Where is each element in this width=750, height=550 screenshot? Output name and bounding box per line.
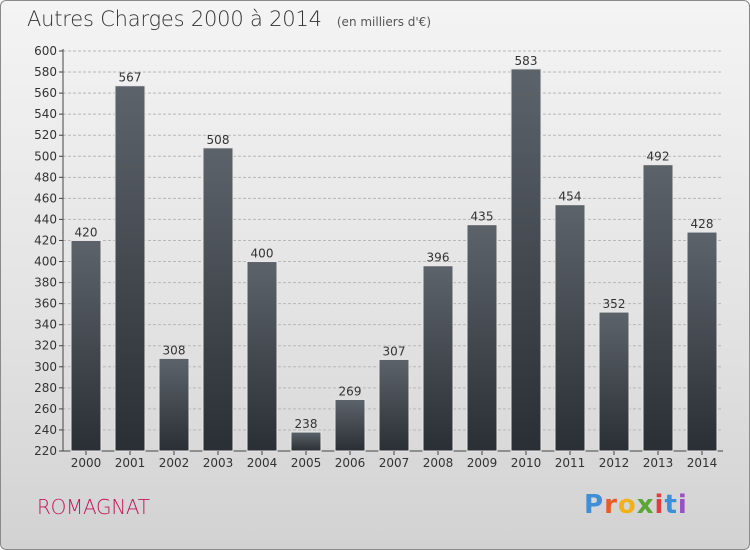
x-tick-label: 2002	[159, 456, 190, 470]
x-tick-label: 2008	[423, 456, 454, 470]
chart-title-text: Autres Charges 2000 à 2014	[27, 7, 322, 31]
x-tick-label: 2009	[467, 456, 498, 470]
bar	[554, 204, 586, 452]
bar-value-label: 567	[119, 71, 142, 85]
bar	[466, 224, 498, 452]
chart-title: Autres Charges 2000 à 2014 (en milliers …	[27, 7, 431, 31]
bar-value-label: 396	[427, 251, 450, 265]
bar-value-label: 269	[339, 384, 362, 398]
y-tick-label: 360	[34, 297, 57, 311]
y-tick-label: 380	[34, 276, 57, 290]
bar-value-label: 420	[75, 225, 98, 239]
x-tick-label: 2007	[379, 456, 410, 470]
proxiti-logo: Proxiti	[584, 490, 688, 520]
x-tick-label: 2005	[291, 456, 322, 470]
bar	[598, 311, 630, 452]
logo-letter: i	[654, 490, 665, 520]
bar-value-label: 508	[207, 133, 230, 147]
y-tick-label: 520	[34, 128, 57, 142]
x-tick-label: 2001	[115, 456, 146, 470]
y-tick-label: 300	[34, 360, 57, 374]
logo-letter: o	[617, 490, 637, 520]
location-label: ROMAGNAT	[37, 495, 150, 519]
bar-value-label: 435	[471, 210, 494, 224]
x-tick-label: 2014	[687, 456, 718, 470]
bar	[70, 239, 102, 452]
y-tick-label: 260	[34, 402, 57, 416]
bar	[422, 265, 454, 452]
bar-value-label: 428	[691, 217, 714, 231]
x-tick-label: 2011	[555, 456, 586, 470]
y-tick-label: 480	[34, 170, 57, 184]
bar-value-label: 352	[603, 297, 626, 311]
y-tick-label: 320	[34, 339, 57, 353]
x-tick-label: 2006	[335, 456, 366, 470]
y-tick-label: 460	[34, 191, 57, 205]
x-tick-label: 2000	[71, 456, 102, 470]
bar	[246, 261, 278, 452]
bar	[510, 68, 542, 452]
logo-letter: i	[677, 490, 688, 520]
bar-value-label: 307	[383, 344, 406, 358]
y-tick-label: 400	[34, 255, 57, 269]
bar-value-label: 400	[251, 247, 274, 261]
bar-value-label: 492	[647, 150, 670, 164]
x-tick-label: 2012	[599, 456, 630, 470]
bar	[290, 431, 322, 452]
bar-value-label: 454	[559, 190, 582, 204]
y-tick-label: 440	[34, 212, 57, 226]
y-tick-label: 600	[34, 44, 57, 58]
bar-value-label: 308	[163, 343, 186, 357]
y-tick-label: 340	[34, 318, 57, 332]
logo-letter: r	[604, 490, 618, 520]
logo-letter: P	[584, 490, 605, 520]
chart-unit-note: (en milliers d'€)	[336, 15, 431, 29]
x-tick-label: 2004	[247, 456, 278, 470]
y-tick-label: 420	[34, 233, 57, 247]
x-tick-label: 2003	[203, 456, 234, 470]
bar-value-label: 583	[515, 54, 538, 68]
y-tick-label: 560	[34, 86, 57, 100]
logo-letter: x	[636, 490, 655, 520]
y-tick-label: 500	[34, 149, 57, 163]
bar	[334, 398, 366, 452]
bar	[158, 357, 190, 452]
bar	[202, 147, 234, 452]
bar	[114, 85, 146, 452]
y-tick-label: 280	[34, 381, 57, 395]
bar-value-label: 238	[295, 417, 318, 431]
y-tick-label: 540	[34, 107, 57, 121]
bar	[642, 164, 674, 452]
x-tick-label: 2013	[643, 456, 674, 470]
y-tick-label: 240	[34, 423, 57, 437]
bar	[378, 358, 410, 452]
x-tick-label: 2010	[511, 456, 542, 470]
logo-letter: t	[664, 490, 678, 520]
bar	[686, 231, 718, 452]
y-tick-label: 580	[34, 65, 57, 79]
y-tick-label: 220	[34, 444, 57, 458]
